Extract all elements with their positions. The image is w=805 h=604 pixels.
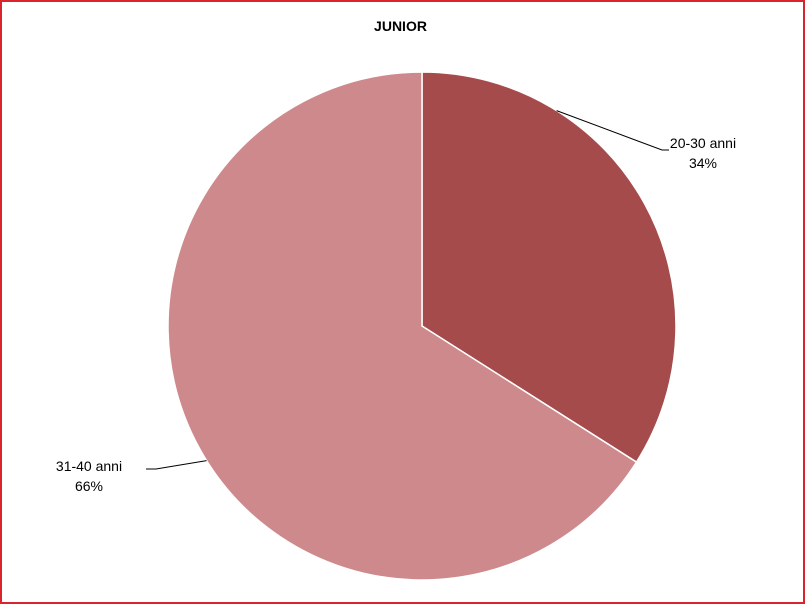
slice-label: 31-40 anni [56,458,122,474]
chart-title: JUNIOR [374,18,427,34]
leader-line [556,110,669,151]
leader-line [146,460,207,470]
slice-label: 20-30 anni [670,135,736,151]
slice-percent-label: 66% [75,478,103,494]
pie-slice-20-30-anni [421,71,677,464]
slice-percent-label: 34% [689,155,717,171]
pie-slice-31-40-anni [167,71,638,581]
